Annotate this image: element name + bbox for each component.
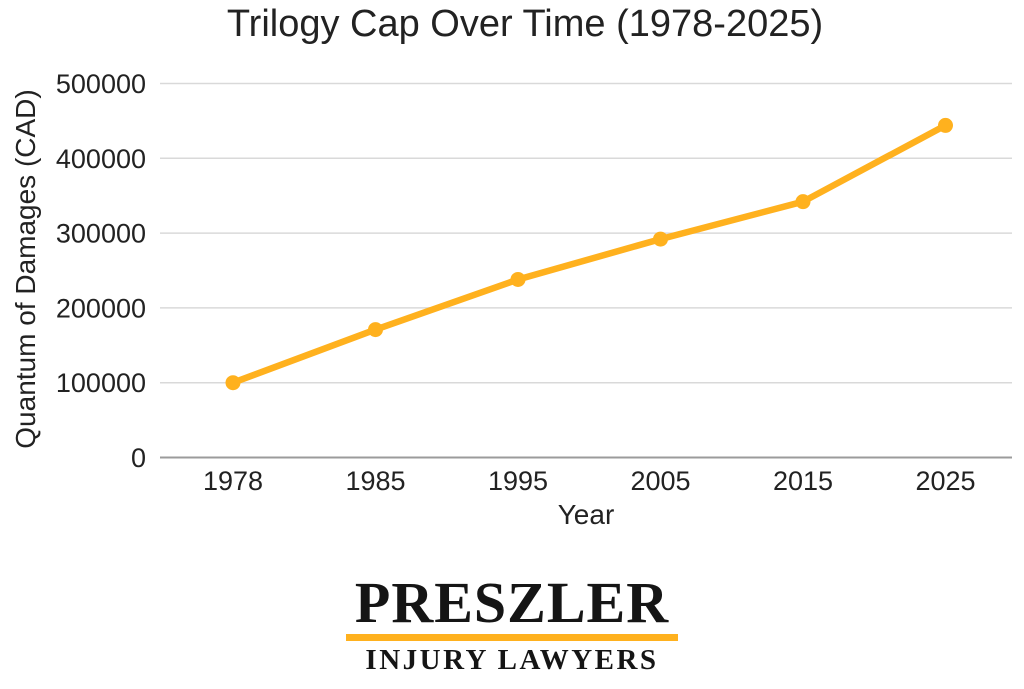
logo-name: PRESZLER (354, 570, 670, 635)
y-tick-label: 200000 (56, 293, 146, 323)
trend-line (229, 122, 949, 386)
x-tick-label: 2005 (630, 466, 690, 496)
data-point-marker (225, 375, 241, 391)
x-tick-label: 1995 (488, 466, 548, 496)
data-point-marker (510, 271, 526, 287)
chart-title: Trilogy Cap Over Time (1978-2025) (226, 3, 824, 45)
x-tick-label: 1978 (203, 466, 263, 496)
x-tick-label: 1985 (345, 466, 405, 496)
logo-tagline: INJURY LAWYERS (365, 644, 659, 676)
data-point-marker (368, 322, 383, 338)
data-point-marker (653, 231, 668, 247)
x-axis-title: Year (557, 499, 615, 530)
logo: PRESZLER INJURY LAWYERS (0, 574, 1024, 675)
y-tick-label: 500000 (56, 69, 146, 99)
y-tick-label: 400000 (56, 144, 146, 174)
plot-svg: 0 100000 200000 300000 400000 500000 1978 1985 1… (56, 69, 1012, 496)
logo-underline-bar (346, 634, 678, 641)
y-tick-label: 300000 (56, 219, 146, 249)
data-point-marker (938, 117, 953, 133)
y-tick-label: 100000 (56, 368, 146, 398)
y-tick-label: 0 (131, 443, 146, 473)
x-tick-label: 2025 (915, 466, 975, 496)
x-tick-label: 2015 (773, 466, 833, 496)
data-point-marker (795, 194, 811, 210)
